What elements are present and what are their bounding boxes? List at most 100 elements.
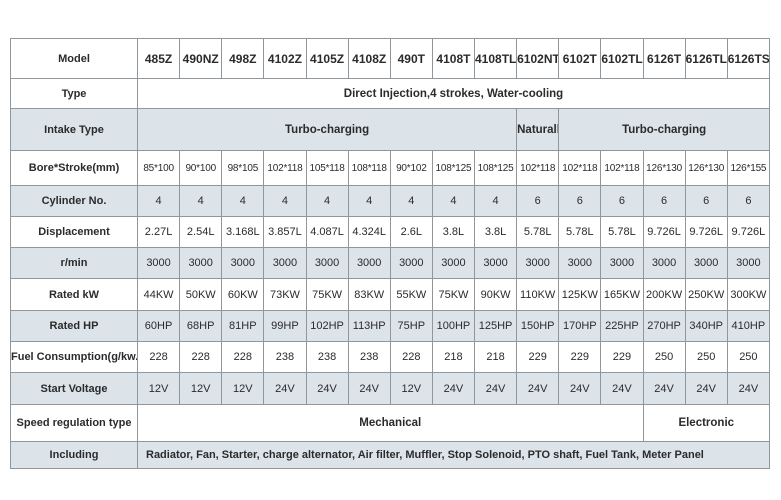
displacement-cell: 3.857L bbox=[263, 216, 307, 248]
rpm-cell: 3000 bbox=[726, 247, 771, 279]
intake-turbo-right-cell: Turbo-charging bbox=[558, 108, 770, 151]
fuel-cell: 250 bbox=[642, 341, 686, 373]
cylinder-cell: 4 bbox=[221, 185, 265, 217]
displacement-cell: 2.54L bbox=[179, 216, 223, 248]
row-label-rated-kw: Rated kW bbox=[10, 278, 138, 311]
row-label-bore-stroke: Bore*Stroke(mm) bbox=[10, 150, 138, 186]
rated-hp-cell: 410HP bbox=[726, 310, 771, 342]
row-fuel-consumption: Fuel Consumption(g/kw.h) 228 228 228 238 238… bbox=[10, 341, 771, 373]
rated-hp-cell: 81HP bbox=[221, 310, 265, 342]
engine-spec-table: Model 485Z 490NZ 498Z 4102Z 4105Z 4108Z 490T 41… bbox=[10, 38, 771, 469]
rpm-cell: 3000 bbox=[642, 247, 686, 279]
bore-stroke-cell: 102*118 bbox=[263, 150, 307, 186]
voltage-cell: 12V bbox=[179, 372, 223, 405]
rated-hp-cell: 113HP bbox=[347, 310, 391, 342]
intake-turbo-left-cell: Turbo-charging bbox=[136, 108, 518, 151]
row-label-displacement: Displacement bbox=[10, 216, 138, 248]
fuel-cell: 238 bbox=[263, 341, 307, 373]
voltage-cell: 12V bbox=[389, 372, 433, 405]
rpm-cell: 3000 bbox=[305, 247, 349, 279]
displacement-cell: 2.27L bbox=[136, 216, 181, 248]
bore-stroke-cell: 108*125 bbox=[473, 150, 518, 186]
bore-stroke-cell: 102*118 bbox=[558, 150, 602, 186]
fuel-cell: 229 bbox=[516, 341, 560, 373]
rated-kw-cell: 300KW bbox=[726, 278, 771, 311]
cylinder-cell: 6 bbox=[684, 185, 728, 217]
bore-stroke-cell: 90*102 bbox=[389, 150, 433, 186]
model-cell: 498Z bbox=[221, 38, 265, 79]
rated-hp-cell: 340HP bbox=[684, 310, 728, 342]
row-rated-hp: Rated HP 60HP 68HP 81HP 99HP 102HP 113HP 75HP 1… bbox=[10, 310, 771, 342]
row-label-fuel: Fuel Consumption(g/kw.h) bbox=[10, 341, 138, 373]
voltage-cell: 12V bbox=[136, 372, 181, 405]
row-label-model: Model bbox=[10, 38, 138, 79]
cylinder-cell: 4 bbox=[473, 185, 518, 217]
bore-stroke-cell: 102*118 bbox=[516, 150, 560, 186]
rated-hp-cell: 100HP bbox=[431, 310, 476, 342]
fuel-cell: 218 bbox=[473, 341, 518, 373]
model-cell: 6102NT bbox=[516, 38, 560, 79]
bore-stroke-cell: 85*100 bbox=[136, 150, 181, 186]
rated-kw-cell: 75KW bbox=[431, 278, 476, 311]
row-speed-regulation: Speed regulation type Mechanical Electro… bbox=[10, 404, 770, 442]
displacement-cell: 5.78L bbox=[600, 216, 644, 248]
voltage-cell: 24V bbox=[642, 372, 686, 405]
rated-kw-cell: 200KW bbox=[642, 278, 686, 311]
row-type: Type Direct Injection,4 strokes, Water-c… bbox=[10, 78, 770, 109]
model-cell: 6126TL bbox=[684, 38, 728, 79]
row-label-type: Type bbox=[10, 78, 138, 109]
row-label-cylinder: Cylinder No. bbox=[10, 185, 138, 217]
rated-kw-cell: 165KW bbox=[600, 278, 644, 311]
voltage-cell: 12V bbox=[221, 372, 265, 405]
model-cell: 490T bbox=[389, 38, 433, 79]
model-cell: 4108T bbox=[431, 38, 476, 79]
rpm-cell: 3000 bbox=[179, 247, 223, 279]
cylinder-cell: 4 bbox=[305, 185, 349, 217]
displacement-cell: 3.8L bbox=[431, 216, 476, 248]
rpm-cell: 3000 bbox=[473, 247, 518, 279]
voltage-cell: 24V bbox=[600, 372, 644, 405]
rpm-cell: 3000 bbox=[389, 247, 433, 279]
rpm-cell: 3000 bbox=[600, 247, 644, 279]
rpm-cell: 3000 bbox=[516, 247, 560, 279]
row-displacement: Displacement 2.27L 2.54L 3.168L 3.857L 4.087… bbox=[10, 216, 771, 248]
fuel-cell: 228 bbox=[179, 341, 223, 373]
displacement-cell: 5.78L bbox=[558, 216, 602, 248]
rpm-cell: 3000 bbox=[263, 247, 307, 279]
rated-kw-cell: 110KW bbox=[516, 278, 560, 311]
bore-stroke-cell: 102*118 bbox=[600, 150, 644, 186]
rpm-cell: 3000 bbox=[221, 247, 265, 279]
fuel-cell: 250 bbox=[684, 341, 728, 373]
bore-stroke-cell: 108*125 bbox=[431, 150, 476, 186]
rated-kw-cell: 73KW bbox=[263, 278, 307, 311]
row-model: Model 485Z 490NZ 498Z 4102Z 4105Z 4108Z 490T 41… bbox=[10, 38, 771, 79]
rated-hp-cell: 125HP bbox=[473, 310, 518, 342]
row-label-rpm: r/min bbox=[10, 247, 138, 279]
displacement-cell: 5.78L bbox=[516, 216, 560, 248]
rated-hp-cell: 225HP bbox=[600, 310, 644, 342]
rated-kw-cell: 60KW bbox=[221, 278, 265, 311]
rated-kw-cell: 125KW bbox=[558, 278, 602, 311]
model-cell: 6126T bbox=[642, 38, 686, 79]
rpm-cell: 3000 bbox=[431, 247, 476, 279]
model-cell: 485Z bbox=[136, 38, 181, 79]
displacement-cell: 3.168L bbox=[221, 216, 265, 248]
displacement-cell: 2.6L bbox=[389, 216, 433, 248]
fuel-cell: 228 bbox=[136, 341, 181, 373]
voltage-cell: 24V bbox=[726, 372, 771, 405]
fuel-cell: 228 bbox=[221, 341, 265, 373]
row-label-rated-hp: Rated HP bbox=[10, 310, 138, 342]
cylinder-cell: 6 bbox=[726, 185, 771, 217]
rated-kw-cell: 250KW bbox=[684, 278, 728, 311]
row-label-voltage: Start Voltage bbox=[10, 372, 138, 405]
model-cell: 4102Z bbox=[263, 38, 307, 79]
voltage-cell: 24V bbox=[347, 372, 391, 405]
model-cell: 6126TS bbox=[726, 38, 771, 79]
rated-hp-cell: 270HP bbox=[642, 310, 686, 342]
bore-stroke-cell: 105*118 bbox=[305, 150, 349, 186]
rated-kw-cell: 44KW bbox=[136, 278, 181, 311]
rpm-cell: 3000 bbox=[558, 247, 602, 279]
bore-stroke-cell: 126*155 bbox=[726, 150, 771, 186]
rated-hp-cell: 150HP bbox=[516, 310, 560, 342]
model-cell: 4105Z bbox=[305, 38, 349, 79]
